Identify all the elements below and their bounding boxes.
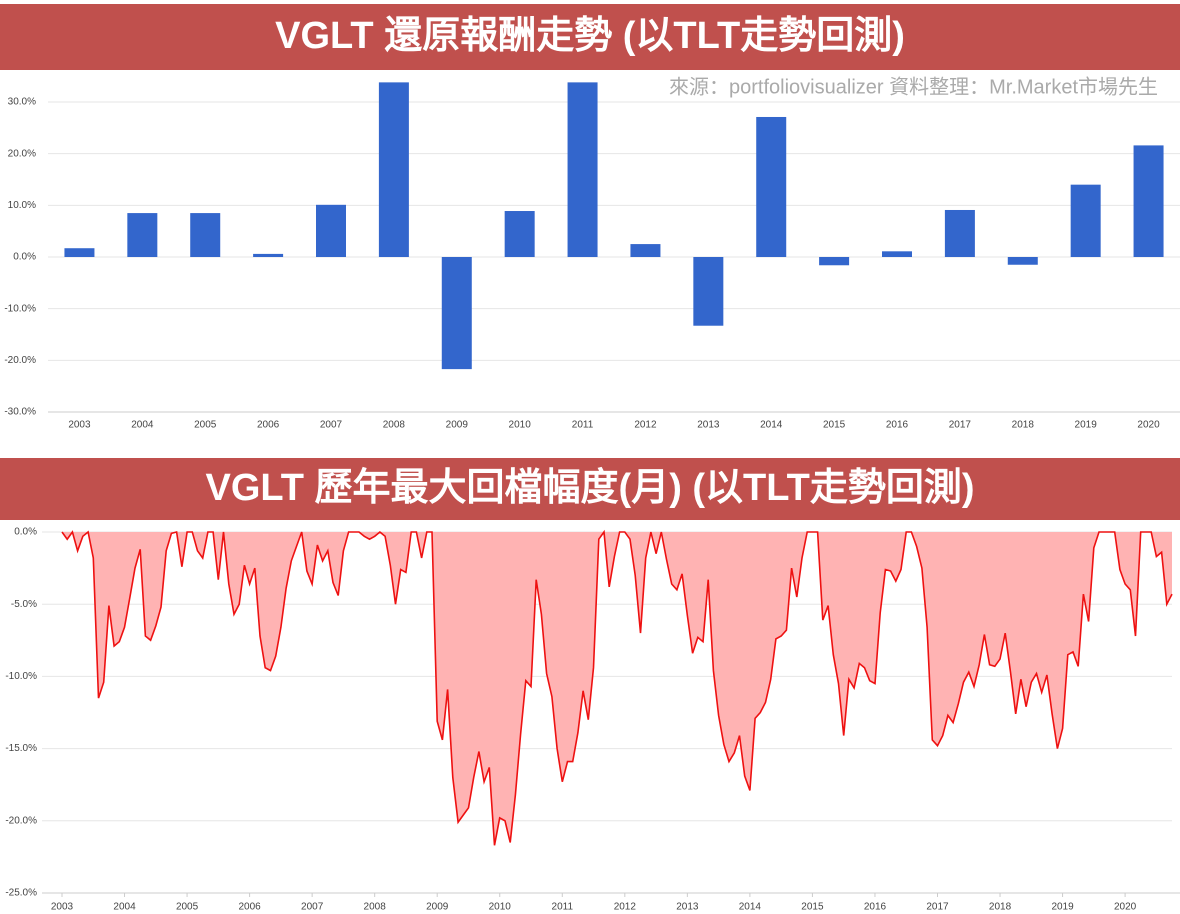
x-tick-label: 2010 xyxy=(509,420,532,431)
x-tick-label: 2009 xyxy=(426,902,449,913)
bar xyxy=(1007,257,1038,265)
x-tick-label: 2016 xyxy=(864,902,887,913)
x-tick-label: 2020 xyxy=(1137,420,1160,431)
y-tick-label: -10.0% xyxy=(5,671,37,682)
y-tick-label: 0.0% xyxy=(14,527,37,538)
bar xyxy=(253,253,284,257)
y-tick-label: 10.0% xyxy=(8,200,36,211)
bar xyxy=(819,257,850,266)
x-tick-label: 2018 xyxy=(1012,420,1035,431)
x-tick-label: 2006 xyxy=(238,902,261,913)
x-tick-label: 2009 xyxy=(446,420,469,431)
x-tick-label: 2004 xyxy=(131,420,154,431)
bar xyxy=(1133,145,1164,257)
area-fill xyxy=(62,532,1172,846)
x-tick-label: 2019 xyxy=(1075,420,1098,431)
y-tick-label: -15.0% xyxy=(5,743,37,754)
y-tick-label: -20.0% xyxy=(4,355,36,366)
x-tick-label: 2011 xyxy=(552,902,574,913)
bar xyxy=(64,248,95,257)
y-tick-label: 0.0% xyxy=(13,252,36,263)
bar xyxy=(1070,184,1101,257)
bar xyxy=(944,209,975,257)
y-tick-label: -10.0% xyxy=(4,303,36,314)
x-tick-label: 2020 xyxy=(1114,902,1137,913)
bar xyxy=(378,82,409,257)
x-tick-label: 2008 xyxy=(383,420,406,431)
x-tick-label: 2018 xyxy=(989,902,1012,913)
source-note: 來源：portfoliovisualizer 資料整理：Mr.Market市場先… xyxy=(669,75,1158,98)
bar xyxy=(693,257,724,326)
x-tick-label: 2013 xyxy=(697,420,720,431)
bar xyxy=(567,82,598,257)
y-tick-label: -20.0% xyxy=(5,815,37,826)
bar xyxy=(316,204,346,257)
chart-title: VGLT 歷年最大回檔幅度(月) (以TLT走勢回測) xyxy=(205,467,974,509)
y-tick-label: 30.0% xyxy=(8,97,36,108)
x-tick-label: 2015 xyxy=(801,902,824,913)
title-banner xyxy=(0,4,1180,70)
x-tick-label: 2015 xyxy=(823,420,846,431)
x-tick-label: 2012 xyxy=(634,420,657,431)
x-tick-label: 2003 xyxy=(68,420,91,431)
x-tick-label: 2003 xyxy=(51,902,74,913)
bar xyxy=(441,257,472,370)
x-tick-label: 2005 xyxy=(194,420,217,431)
bar xyxy=(882,251,912,257)
x-tick-label: 2016 xyxy=(886,420,909,431)
bar xyxy=(190,213,221,257)
x-tick-label: 2004 xyxy=(113,902,136,913)
x-tick-label: 2007 xyxy=(301,902,324,913)
x-tick-label: 2008 xyxy=(364,902,387,913)
y-tick-label: 20.0% xyxy=(8,148,36,159)
x-tick-label: 2007 xyxy=(320,420,343,431)
x-tick-label: 2010 xyxy=(489,902,512,913)
x-tick-label: 2006 xyxy=(257,420,280,431)
x-tick-label: 2014 xyxy=(739,902,762,913)
drawdown-line xyxy=(61,529,1173,846)
title-banner xyxy=(0,458,1180,520)
x-tick-label: 2005 xyxy=(176,902,199,913)
chart-title: VGLT 還原報酬走勢 (以TLT走勢回測) xyxy=(275,15,905,57)
x-tick-label: 2011 xyxy=(572,420,594,431)
y-tick-label: -30.0% xyxy=(4,407,36,418)
y-tick-label: -5.0% xyxy=(11,599,37,610)
x-tick-label: 2017 xyxy=(949,420,972,431)
x-tick-label: 2014 xyxy=(760,420,783,431)
x-tick-label: 2012 xyxy=(614,902,637,913)
bar xyxy=(630,244,661,257)
bar xyxy=(756,116,787,257)
x-tick-label: 2013 xyxy=(676,902,699,913)
y-tick-label: -25.0% xyxy=(5,888,37,899)
x-tick-label: 2017 xyxy=(926,902,949,913)
x-tick-label: 2019 xyxy=(1051,902,1074,913)
bar xyxy=(504,211,535,257)
bar xyxy=(127,213,158,257)
